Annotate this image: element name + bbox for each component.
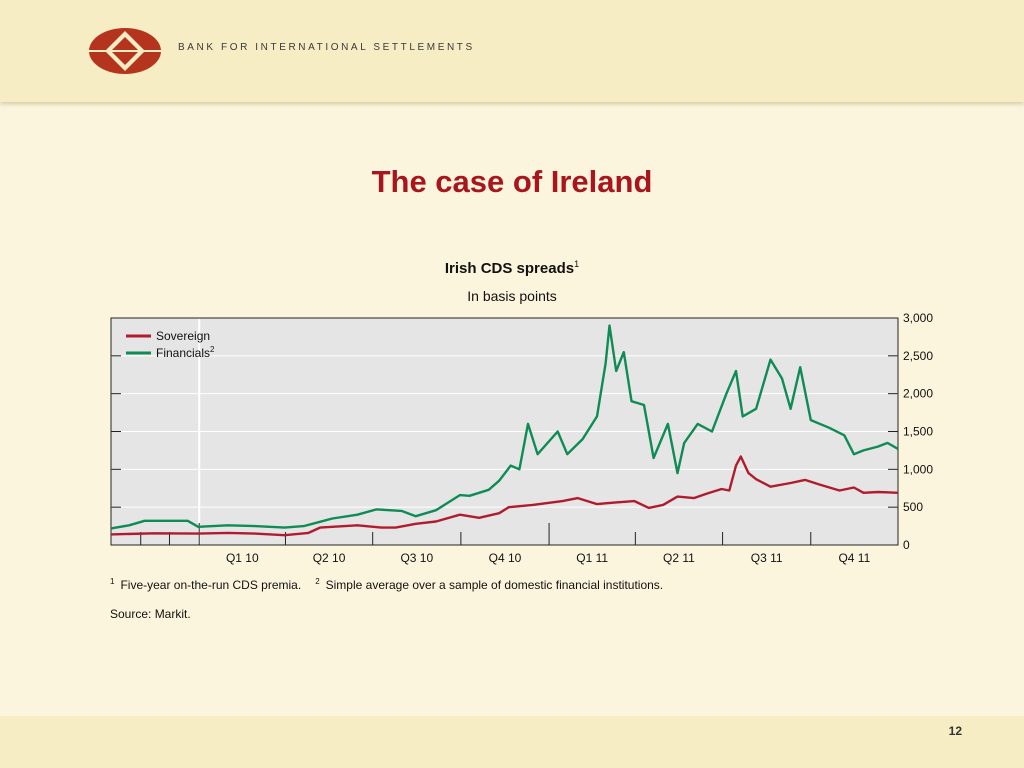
chart-title-text: Irish CDS spreads bbox=[444, 260, 575, 277]
footer-bar: 12 bbox=[0, 716, 1024, 768]
source-note: Source: Markit. bbox=[110, 607, 191, 621]
org-name: BANK FOR INTERNATIONAL SETTLEMENTS bbox=[178, 42, 475, 53]
y-tick-label: 1,500 bbox=[903, 425, 933, 439]
footnote-2-marker: 2 bbox=[315, 577, 320, 586]
x-tick-label: Q4 11 bbox=[838, 551, 870, 565]
y-tick-label: 0 bbox=[903, 538, 910, 552]
footnote-1-text: Five-year on-the-run CDS premia. bbox=[120, 578, 302, 592]
y-tick-label: 2,000 bbox=[903, 387, 933, 401]
legend-label-financials: Financials2 bbox=[156, 345, 215, 360]
legend-label-sovereign: Sovereign bbox=[156, 329, 210, 343]
chart-title-footnote: 1 bbox=[574, 259, 580, 269]
y-tick-label: 3,000 bbox=[903, 311, 933, 325]
x-tick-label: Q1 10 bbox=[226, 551, 259, 565]
footnote-1-marker: 1 bbox=[110, 577, 115, 586]
page-number: 12 bbox=[948, 724, 962, 738]
chart-title: Irish CDS spreads1 bbox=[0, 259, 1024, 277]
bis-logo-icon bbox=[88, 28, 162, 74]
y-tick-label: 1,000 bbox=[903, 462, 933, 476]
legend-footnote-marker: 2 bbox=[210, 345, 215, 354]
footnote-2-text: Simple average over a sample of domestic… bbox=[325, 578, 664, 592]
x-tick-label: Q3 11 bbox=[751, 551, 783, 565]
slide-title: The case of Ireland bbox=[371, 164, 653, 199]
footnotes: 1 Five-year on-the-run CDS premia. 2 Simple… bbox=[110, 577, 663, 592]
y-tick-label: 500 bbox=[903, 500, 923, 514]
x-tick-label: Q4 10 bbox=[489, 551, 522, 565]
chart-subtitle: In basis points bbox=[467, 288, 557, 304]
x-tick-label: Q1 11 bbox=[576, 551, 608, 565]
series-line-financials bbox=[110, 324, 899, 530]
y-tick-label: 2,500 bbox=[903, 349, 933, 363]
x-tick-label: Q2 10 bbox=[313, 551, 346, 565]
x-tick-label: Q2 11 bbox=[663, 551, 695, 565]
header-bar: BANK FOR INTERNATIONAL SETTLEMENTS bbox=[0, 0, 1024, 102]
series-line-sovereign bbox=[110, 455, 899, 537]
x-tick-label: Q3 10 bbox=[400, 551, 433, 565]
